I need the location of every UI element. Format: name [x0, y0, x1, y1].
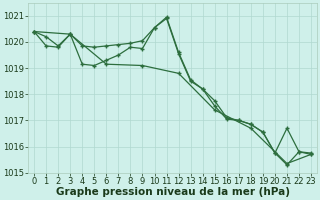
X-axis label: Graphe pression niveau de la mer (hPa): Graphe pression niveau de la mer (hPa) [56, 187, 290, 197]
